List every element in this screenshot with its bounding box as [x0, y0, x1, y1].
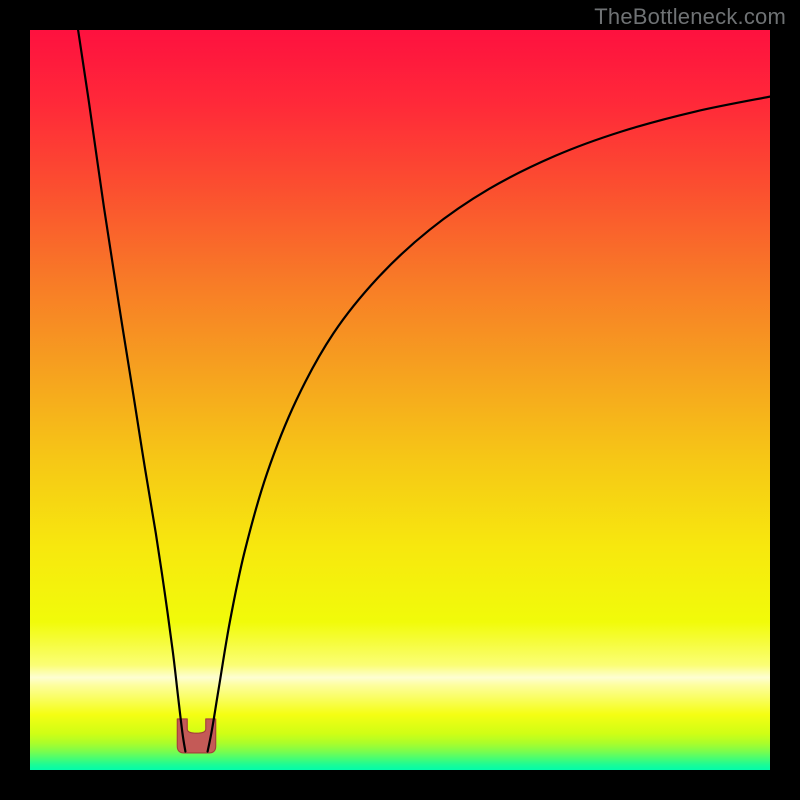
gradient-background — [30, 30, 770, 770]
watermark-text: TheBottleneck.com — [594, 4, 786, 30]
chart-svg — [0, 0, 800, 800]
